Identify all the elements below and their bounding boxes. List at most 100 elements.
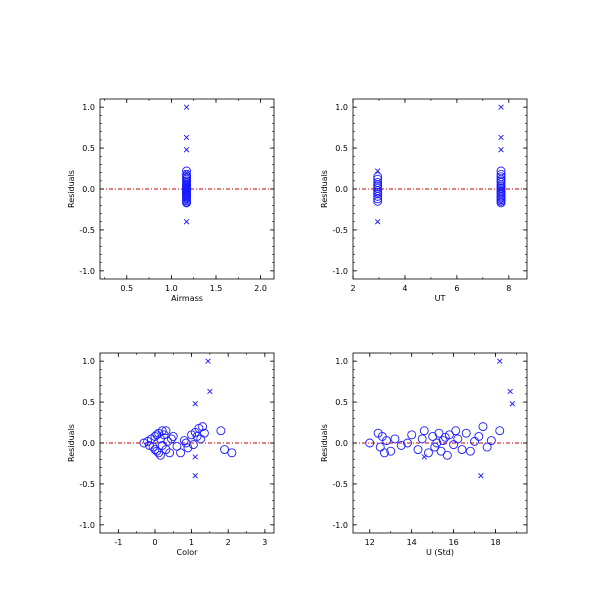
x-tick-label: 8	[506, 284, 511, 293]
data-point-circle	[486, 436, 496, 445]
y-tick-label: -1.0	[332, 267, 348, 276]
data-point-circle	[179, 436, 189, 445]
x-tick-label: 2	[226, 538, 231, 547]
x-tick-label: 2.0	[254, 284, 267, 293]
x-axis-label: Color	[177, 548, 199, 557]
y-tick-label: 0.5	[82, 144, 95, 153]
data-point-circle	[373, 194, 383, 204]
y-tick-label: 0.5	[335, 398, 348, 407]
data-point-circle	[227, 448, 237, 458]
y-tick-label: -1.0	[332, 521, 348, 530]
data-point-x	[183, 169, 190, 176]
data-point-circle	[365, 438, 375, 448]
y-tick-label: 0.0	[335, 439, 348, 448]
y-axis-label: Residuals	[320, 170, 329, 208]
data-point-circle	[482, 442, 492, 452]
y-axis-label: Residuals	[67, 424, 76, 462]
data-point-circle	[470, 436, 480, 446]
data-point-x	[498, 134, 504, 141]
panel-u-std: -1.0 -0.5 0.0 0.5 1.0 12 14 16 18 U (Std) Residual…	[320, 352, 528, 557]
data-point-circle	[440, 432, 450, 442]
data-point-x	[192, 401, 198, 407]
data-point-circle	[434, 428, 444, 438]
data-point-x	[498, 147, 504, 153]
y-tick-label: -1.0	[79, 267, 95, 276]
data-point-circle	[188, 440, 198, 450]
y-tick-label: 0.5	[335, 144, 348, 153]
data-point-x	[207, 388, 213, 395]
y-tick-label: 1.0	[82, 357, 95, 366]
x-tick-label: 1.5	[210, 284, 223, 293]
data-point-circle	[424, 448, 433, 458]
data-point-circle	[166, 434, 176, 444]
data-point-circle	[453, 434, 463, 444]
data-point-circle	[172, 441, 182, 451]
data-point-circle	[220, 445, 229, 454]
data-point-circle	[442, 450, 452, 460]
data-point-x	[183, 200, 190, 206]
data-point-circle	[436, 446, 446, 456]
data-point-circle	[478, 422, 488, 432]
data-point-circle	[474, 432, 484, 441]
x-tick-label: 1.0	[165, 284, 178, 293]
data-point-x	[478, 473, 484, 479]
x-tick-label: 16	[449, 538, 459, 547]
y-tick-label: -1.0	[79, 521, 95, 530]
data-point-circle	[373, 189, 383, 199]
y-tick-label: 0.0	[335, 185, 348, 194]
data-point-circle	[495, 426, 505, 436]
y-tick-label: 1.0	[82, 103, 95, 112]
y-tick-label: 0.5	[82, 398, 95, 407]
data-point-x	[498, 104, 504, 110]
y-tick-label: 0.0	[82, 439, 95, 448]
data-point-circle	[159, 430, 169, 440]
data-point-circle	[373, 191, 383, 201]
data-point-circle	[449, 440, 459, 450]
panel-color: -1.0 -0.5 0.0 0.5 1.0 -1 0 1 2 3 Color Residuals	[67, 352, 275, 557]
data-point-circle	[444, 430, 454, 440]
data-point-circle	[419, 426, 429, 436]
data-point-x	[183, 104, 190, 110]
x-tick-label: 18	[490, 538, 500, 547]
data-point-x	[183, 186, 190, 192]
y-tick-label: -0.5	[79, 226, 95, 235]
data-point-circle	[432, 438, 442, 448]
data-point-x	[374, 219, 381, 225]
panel-ut: -1.0 -0.5 0.0 0.5 1.0 2 4 6 8 UT Residuals	[320, 98, 528, 303]
data-point-circle	[198, 422, 208, 432]
data-point-circle	[216, 426, 226, 436]
y-tick-label: -0.5	[79, 480, 95, 489]
data-point-circle	[199, 428, 209, 438]
data-point-x	[183, 147, 190, 153]
data-point-circle	[157, 426, 167, 436]
y-tick-label: -0.5	[332, 226, 348, 235]
data-point-circle	[379, 448, 389, 458]
data-point-circle	[168, 432, 178, 441]
data-point-x	[498, 200, 504, 206]
data-point-x	[374, 168, 381, 174]
panel-airmass: -1.0 -0.5 0.0 0.5 1.0 0.5 1.0 1.5 2.0 Airmass Resi…	[67, 98, 275, 303]
data-point-x	[205, 358, 211, 364]
x-axis-label: U (Std)	[426, 548, 454, 557]
y-tick-label: 1.0	[335, 357, 348, 366]
y-tick-label: -0.5	[332, 480, 348, 489]
x-tick-label: 2	[350, 284, 355, 293]
data-point-circle	[390, 434, 400, 444]
data-point-x	[183, 134, 190, 141]
data-point-x	[183, 219, 190, 225]
data-point-circle	[155, 450, 165, 460]
data-point-circle	[465, 446, 475, 456]
data-point-circle	[373, 196, 383, 206]
data-point-circle	[403, 438, 412, 448]
x-tick-label: 3	[262, 538, 267, 547]
data-point-circle	[430, 442, 440, 452]
data-point-circle	[382, 436, 391, 445]
data-point-circle	[457, 445, 467, 454]
data-point-x	[192, 454, 198, 460]
x-tick-label: 4	[402, 284, 407, 293]
data-point-circle	[386, 446, 396, 456]
x-tick-label: 0.5	[120, 284, 133, 293]
data-point-circle	[496, 198, 506, 208]
data-point-circle	[154, 448, 164, 458]
